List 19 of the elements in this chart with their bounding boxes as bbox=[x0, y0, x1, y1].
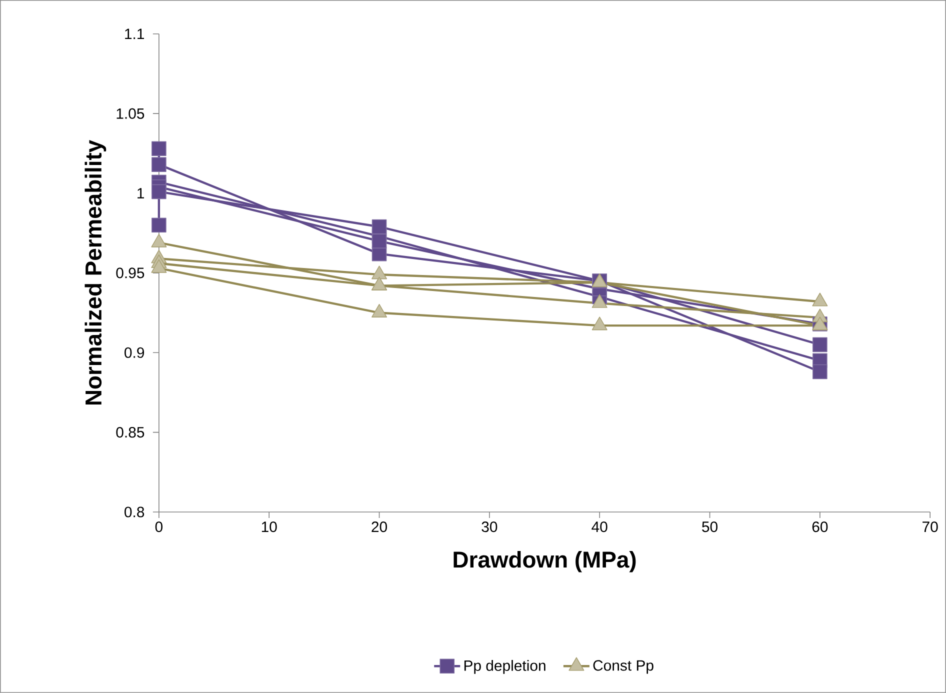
x-tick-label: 10 bbox=[262, 522, 277, 532]
x-tick-label: 50 bbox=[702, 522, 718, 532]
y-tick-label: 1.1 bbox=[125, 28, 144, 40]
y-tick-label: 1 bbox=[138, 188, 144, 198]
x-tick-label: 30 bbox=[482, 522, 498, 532]
x-axis-title: Drawdown (MPa) bbox=[454, 550, 636, 572]
x-tick-label: 70 bbox=[922, 522, 938, 532]
y-tick-label: 0.85 bbox=[116, 427, 144, 438]
y-tick-label: 0.8 bbox=[124, 506, 144, 518]
legend-label: Pp depletion bbox=[464, 660, 546, 674]
x-tick-label: 60 bbox=[812, 522, 828, 532]
legend-label: Const Pp bbox=[593, 660, 654, 674]
x-tick-label: 20 bbox=[372, 522, 387, 532]
y-tick-label: 0.9 bbox=[124, 347, 144, 358]
y-tick-label: 1.05 bbox=[116, 108, 144, 119]
x-tick-label: 40 bbox=[592, 522, 608, 532]
y-axis-title: Normalized Permeability bbox=[84, 140, 106, 405]
y-tick-label: 0.95 bbox=[116, 268, 144, 278]
x-tick-label: 0 bbox=[155, 522, 163, 532]
